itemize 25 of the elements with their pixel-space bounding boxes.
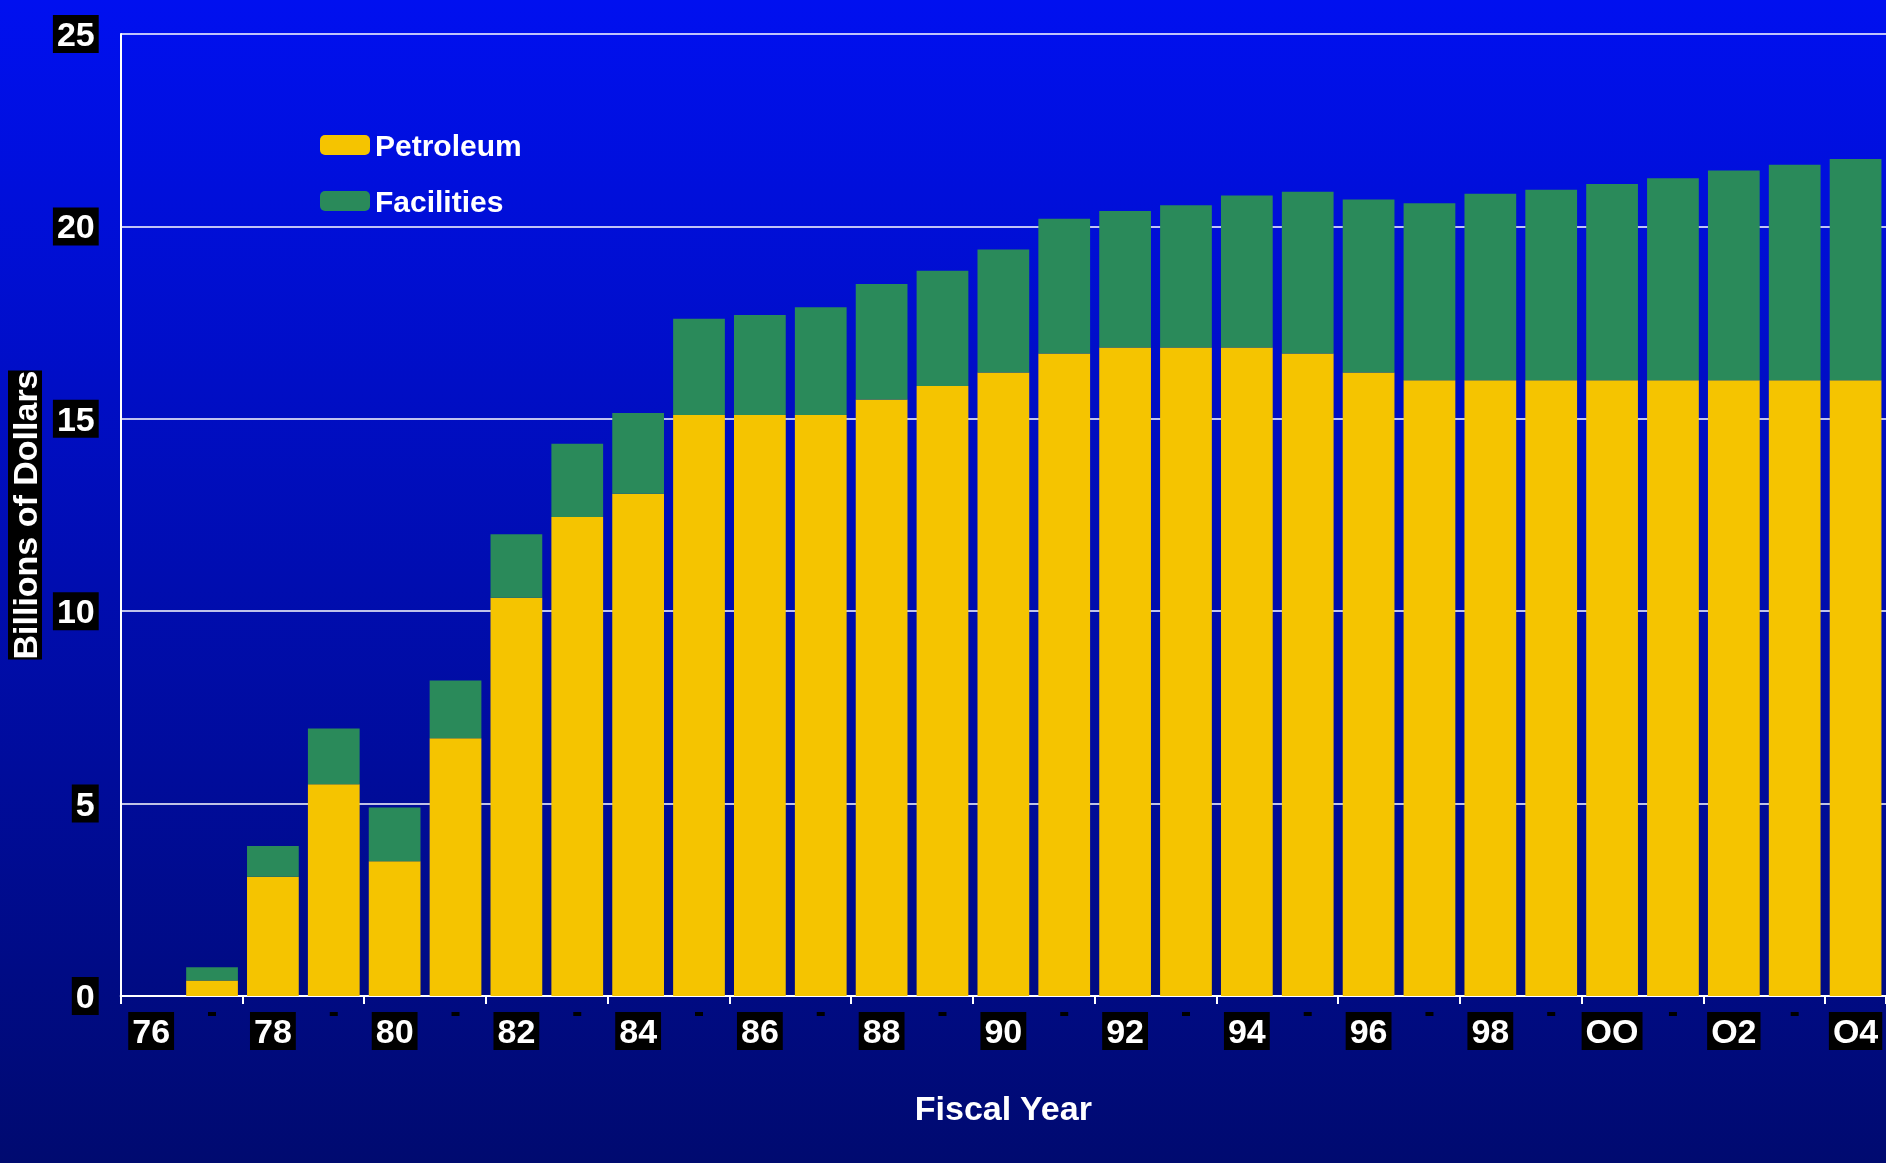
x-tick-label: 88: [862, 1012, 901, 1050]
x-tick-label: 78: [253, 1012, 292, 1050]
x-tick-label: OO: [1585, 1012, 1639, 1050]
x-tick-label: 84: [619, 1012, 658, 1050]
legend-label: Facilities: [375, 184, 504, 218]
x-tick-label: 82: [497, 1012, 536, 1050]
x-tick-label: 90: [984, 1012, 1023, 1050]
x-tick-label: 94: [1227, 1012, 1266, 1050]
x-tick-label: 96: [1349, 1012, 1388, 1050]
x-tick-label: O2: [1711, 1012, 1757, 1050]
y-tick-label: 15: [56, 399, 95, 438]
x-tick-label: 80: [375, 1012, 414, 1050]
x-tick-label: 92: [1106, 1012, 1145, 1050]
y-tick-label: 10: [56, 592, 95, 631]
x-axis-title: Fiscal Year: [914, 1089, 1092, 1127]
x-tick-label: O4: [1832, 1012, 1879, 1050]
x-tick-label: 98: [1471, 1012, 1510, 1050]
y-tick-label: 20: [56, 207, 95, 246]
y-axis-title: Billions of Dollars: [6, 370, 44, 660]
legend-label: Petroleum: [375, 128, 522, 162]
y-tick-label: 0: [75, 977, 95, 1015]
x-tick-label: 86: [740, 1012, 779, 1050]
x-tick-label: 76: [132, 1012, 171, 1050]
y-tick-label: 5: [75, 784, 95, 823]
y-tick-label: 25: [56, 15, 95, 53]
